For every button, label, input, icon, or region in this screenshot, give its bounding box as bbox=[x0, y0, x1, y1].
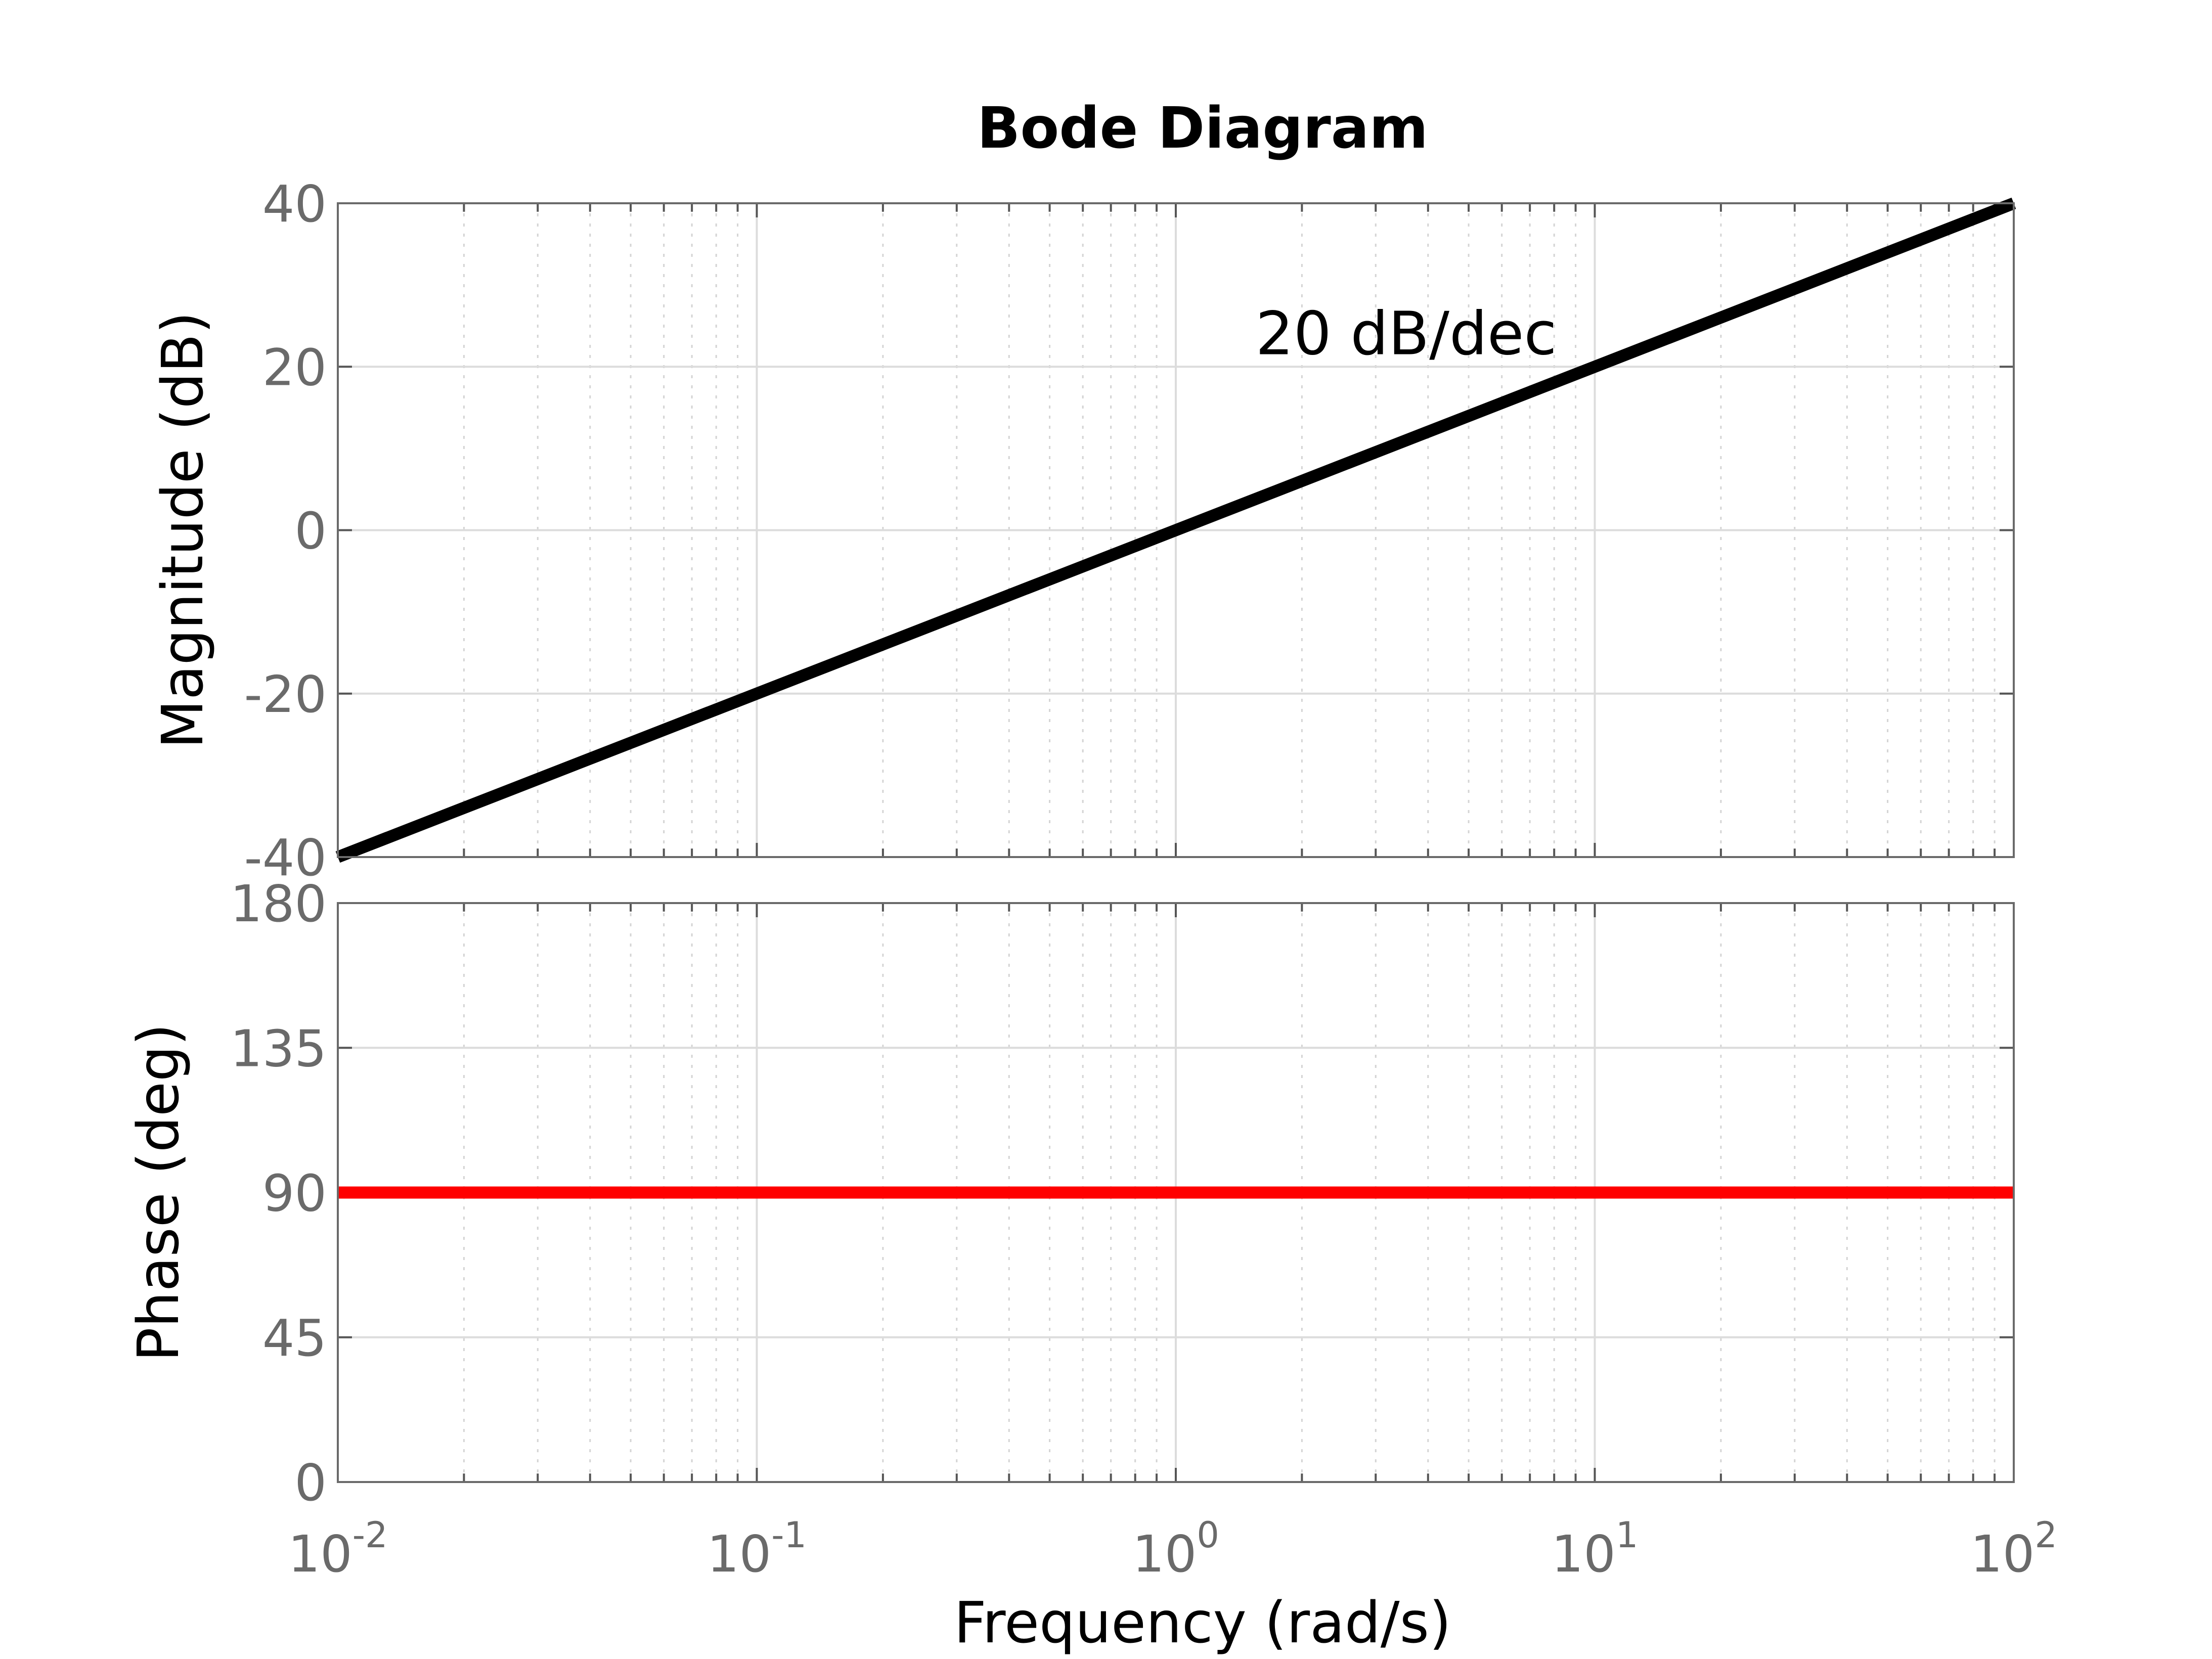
x-tick-exponent: -2 bbox=[352, 1514, 388, 1556]
magnitude-axes-box bbox=[337, 202, 2015, 858]
phase-axes-box bbox=[337, 902, 2015, 1483]
x-tick-exponent: 1 bbox=[1616, 1514, 1639, 1556]
x-tick-label: 100 bbox=[1132, 1514, 1219, 1584]
x-tick-exponent: 0 bbox=[1197, 1514, 1219, 1556]
y-tick-label: -20 bbox=[244, 665, 327, 724]
x-tick-exponent: -1 bbox=[771, 1514, 807, 1556]
y-tick-label: 20 bbox=[262, 338, 327, 397]
y-tick-label: 180 bbox=[230, 874, 327, 933]
x-tick-base: 10 bbox=[1970, 1525, 2034, 1584]
x-tick-base: 10 bbox=[707, 1525, 771, 1584]
magnitude-series bbox=[335, 197, 2016, 863]
chart-title: Bode Diagram bbox=[977, 96, 1428, 161]
magnitude-y-tick-labels: 40 20 0 -20 -40 bbox=[244, 174, 327, 887]
phase-axis-label: Phase (deg) bbox=[126, 1023, 192, 1362]
frequency-tick-labels: 10-2 10-1 100 101 102 bbox=[288, 1514, 2057, 1584]
x-tick-base: 10 bbox=[1552, 1525, 1616, 1584]
y-tick-label: 90 bbox=[262, 1164, 327, 1223]
phase-y-tick-labels: 180 135 90 45 0 bbox=[230, 874, 327, 1512]
magnitude-panel: 40 20 0 -20 -40 20 dB/dec Magnitude (dB) bbox=[150, 174, 2016, 887]
y-tick-label: 40 bbox=[262, 174, 327, 234]
phase-panel: 180 135 90 45 0 Phase (deg) bbox=[126, 874, 2015, 1512]
x-tick-label: 102 bbox=[1970, 1514, 2057, 1584]
x-tick-base: 10 bbox=[288, 1525, 352, 1584]
x-tick-label: 101 bbox=[1552, 1514, 1639, 1584]
series-line bbox=[335, 197, 2016, 863]
y-tick-label: 45 bbox=[262, 1309, 327, 1368]
y-tick-label: 0 bbox=[294, 1453, 327, 1512]
magnitude-axis-label: Magnitude (dB) bbox=[150, 311, 216, 748]
slope-annotation: 20 dB/dec bbox=[1256, 299, 1557, 369]
x-tick-label: 10-2 bbox=[288, 1514, 387, 1584]
x-tick-label: 10-1 bbox=[707, 1514, 807, 1584]
y-tick-label: -40 bbox=[244, 828, 327, 887]
y-tick-label: 0 bbox=[294, 502, 327, 561]
x-tick-exponent: 2 bbox=[2034, 1514, 2057, 1556]
x-tick-base: 10 bbox=[1132, 1525, 1197, 1584]
frequency-axis-label: Frequency (rad/s) bbox=[954, 1590, 1451, 1656]
phase-tick-marks bbox=[337, 902, 2015, 1483]
y-tick-label: 135 bbox=[230, 1019, 327, 1078]
